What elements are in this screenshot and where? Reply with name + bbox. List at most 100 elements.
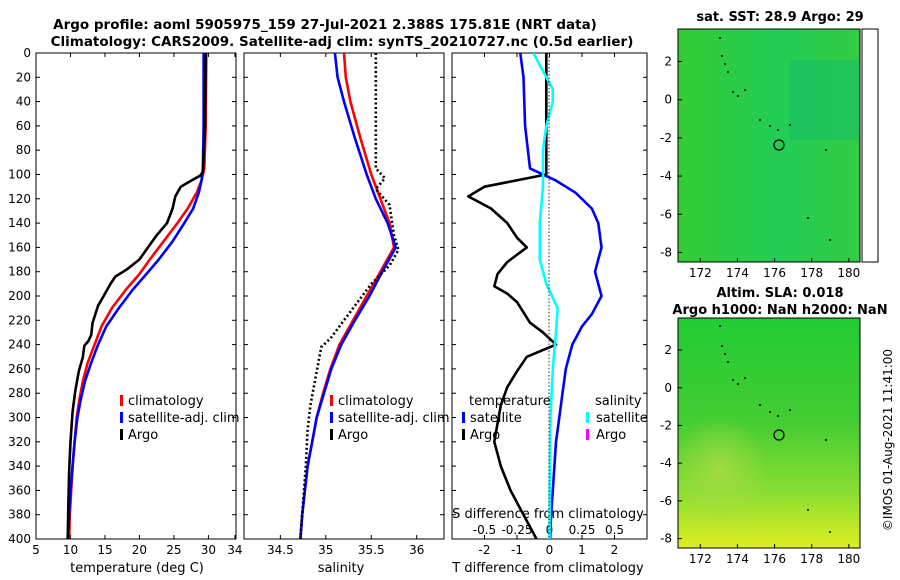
- sst-map-axes: 172 174 176 178 180 2 0 -2 -4 -6 -8: [660, 54, 860, 280]
- map-y-tick-label: 0: [664, 381, 672, 395]
- x-tick-label: 10: [63, 543, 78, 557]
- y-tick-label: 20: [16, 70, 31, 84]
- title-line-2: Climatology: CARS2009. Satellite-adj cli…: [51, 34, 634, 50]
- legend-swatch-argo: [120, 429, 123, 440]
- s-tick-label: -0.5: [473, 523, 496, 537]
- x-tick-label: 35: [318, 543, 333, 557]
- map-y-tick-label: -8: [660, 245, 672, 259]
- legend-label-argo: Argo: [338, 428, 368, 443]
- difference-series: [466, 53, 603, 539]
- x-tick-label: -2: [479, 543, 491, 557]
- sla-map-warm-patch: [678, 380, 798, 520]
- sst-map-title: sat. SST: 28.9 Argo: 29: [696, 10, 863, 25]
- y-tick-label: 160: [8, 240, 31, 254]
- legend-label-argo: Argo: [128, 428, 158, 443]
- map-x-tick-label: 172: [689, 266, 712, 280]
- legend-swatch-climatology: [120, 395, 123, 406]
- legend-swatch-s-argo: [586, 429, 589, 440]
- y-tick-label: 200: [8, 289, 31, 303]
- sst-map-colorbar-frame: [861, 28, 879, 263]
- legend-label-t-satellite: satellite: [470, 411, 522, 426]
- legend-label-s-satellite: satellite: [596, 411, 648, 426]
- series-line-argo: [66, 53, 207, 539]
- map-y-tick-label: -6: [660, 207, 672, 221]
- legend-label-t-argo: Argo: [470, 428, 500, 443]
- legend-label-satellite: satellite-adj. clim: [128, 411, 240, 426]
- y-tick-label: 220: [8, 313, 31, 327]
- legend-swatch-satellite: [330, 412, 333, 423]
- legend-title-temperature: temperature: [469, 394, 551, 409]
- s-tick-label: 0.5: [605, 523, 624, 537]
- legend-swatch-argo: [330, 429, 333, 440]
- legend-swatch-climatology: [330, 395, 333, 406]
- series-line-satellite-adj-clim: [299, 53, 398, 539]
- legend-swatch-s-satellite: [586, 412, 589, 423]
- map-x-tick-label: 178: [800, 266, 823, 280]
- salinity-xlabel: salinity: [318, 561, 365, 576]
- sla-map-frame: [677, 317, 861, 549]
- x-tick-label: 34.5: [267, 543, 294, 557]
- y-tick-label: 40: [16, 95, 31, 109]
- temperature-legend: climatology satellite-adj. clim Argo: [120, 394, 240, 443]
- y-tick-label: 240: [8, 338, 31, 352]
- series-line-climatology: [67, 53, 208, 539]
- x-tick-label: -1: [511, 543, 523, 557]
- y-tick-label: 360: [8, 483, 31, 497]
- sst-map-islands: [719, 37, 831, 241]
- y-tick-label: 340: [8, 459, 31, 473]
- x-tick-label: 15: [97, 543, 112, 557]
- y-tick-label: 100: [8, 168, 31, 182]
- x-tick-label: 20: [132, 543, 147, 557]
- y-tick-label: 260: [8, 362, 31, 376]
- sst-map-frame: [677, 28, 861, 263]
- map-y-tick-label: 0: [664, 93, 672, 107]
- map-x-tick-label: 180: [837, 552, 860, 566]
- x-tick-label: 30: [201, 543, 216, 557]
- sla-map-axes: 172 174 176 178 180 2 0 -2 -4 -6 -8: [660, 343, 860, 566]
- sst-map: 172 174 176 178 180 2 0 -2 -4 -6 -8: [660, 28, 879, 280]
- legend-label-s-argo: Argo: [596, 428, 626, 443]
- copyright-stamp: ©IMOS 01-Aug-2021 11:41:00: [881, 349, 895, 531]
- map-y-tick-label: -4: [660, 169, 672, 183]
- difference-legend: temperature salinity satellite Argo sate…: [462, 394, 648, 443]
- legend-label-climatology: climatology: [128, 394, 204, 409]
- series-line-argo: [299, 53, 400, 539]
- map-x-tick-label: 176: [763, 552, 786, 566]
- difference-xlabel: T difference from climatology: [451, 561, 644, 576]
- legend-title-salinity: salinity: [595, 394, 642, 409]
- map-y-tick-label: -4: [660, 456, 672, 470]
- x-tick-label: 0: [546, 543, 554, 557]
- y-tick-label: 140: [8, 216, 31, 230]
- y-tick-label: 380: [8, 508, 31, 522]
- salinity-legend: climatology satellite-adj. clim Argo: [330, 394, 450, 443]
- title-line-1: Argo profile: aoml 5905975_159 27-Jul-20…: [53, 17, 597, 33]
- s-difference-label: S difference from climatology: [452, 507, 644, 522]
- x-tick-label: 25: [166, 543, 181, 557]
- sla-map-islands: [719, 325, 831, 533]
- sla-map-title-1: Altim. SLA: 0.018: [717, 286, 844, 301]
- legend-swatch-satellite: [120, 412, 123, 423]
- map-y-tick-label: 2: [664, 54, 672, 68]
- map-y-tick-label: -2: [660, 418, 672, 432]
- map-x-tick-label: 174: [726, 552, 749, 566]
- map-y-tick-label: -2: [660, 131, 672, 145]
- sst-map-cool-patch: [790, 60, 860, 140]
- map-x-tick-label: 178: [800, 552, 823, 566]
- profile-axes: 0204060801001201401601802002202402602803…: [8, 46, 647, 557]
- legend-swatch-t-satellite: [462, 412, 465, 423]
- legend-label-satellite: satellite-adj. clim: [338, 411, 450, 426]
- temperature-xlabel: temperature (deg C): [70, 561, 204, 576]
- map-x-tick-label: 172: [689, 552, 712, 566]
- sla-map-profile-marker: [773, 429, 785, 441]
- x-tick-label: 34: [227, 543, 242, 557]
- x-tick-label: 1: [578, 543, 586, 557]
- x-tick-label: 2: [611, 543, 619, 557]
- sla-map: 172 174 176 178 180 2 0 -2 -4 -6 -8: [660, 317, 861, 566]
- series-line-climatology: [299, 53, 396, 539]
- legend-swatch-t-argo: [462, 429, 465, 440]
- salinity-series: [299, 53, 400, 539]
- series-line-t-argo: [466, 53, 558, 539]
- y-tick-label: 80: [16, 143, 31, 157]
- y-tick-label: 280: [8, 386, 31, 400]
